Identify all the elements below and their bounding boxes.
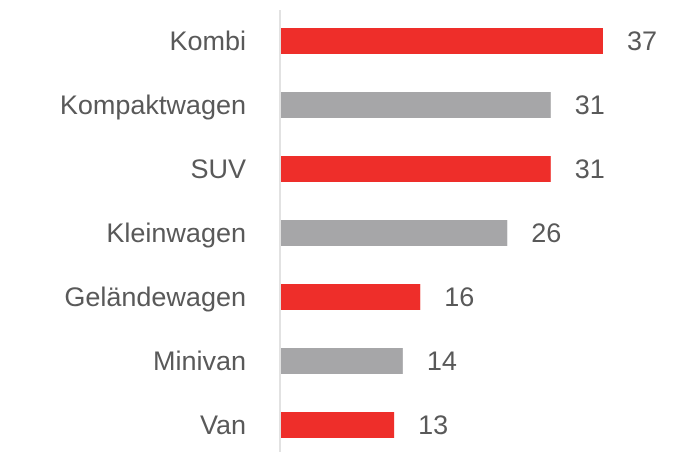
bar-3	[281, 156, 551, 182]
category-label: Minivan	[153, 346, 246, 376]
value-label: 31	[575, 154, 605, 184]
category-label: Van	[200, 410, 246, 440]
bar-2	[281, 92, 551, 118]
bar-5	[281, 284, 421, 310]
bar-4	[281, 220, 508, 246]
bar-7	[281, 412, 395, 438]
category-label: Kompaktwagen	[60, 90, 246, 120]
value-label: 37	[627, 26, 657, 56]
category-label: Kleinwagen	[106, 218, 246, 248]
value-label: 26	[531, 218, 561, 248]
value-label: 13	[418, 410, 448, 440]
value-label: 14	[427, 346, 457, 376]
bar-6	[281, 348, 403, 374]
bar-1	[281, 28, 603, 54]
category-label: SUV	[190, 154, 246, 184]
category-label: Kombi	[169, 26, 246, 56]
value-labels: 37 31 31 26 16 14 13	[418, 26, 657, 440]
category-labels: Kombi Kompaktwagen SUV Kleinwagen Geländewag…	[60, 26, 246, 440]
category-label: Geländewagen	[64, 282, 246, 312]
value-label: 31	[575, 90, 605, 120]
bars-group	[281, 28, 603, 438]
value-label: 16	[444, 282, 474, 312]
